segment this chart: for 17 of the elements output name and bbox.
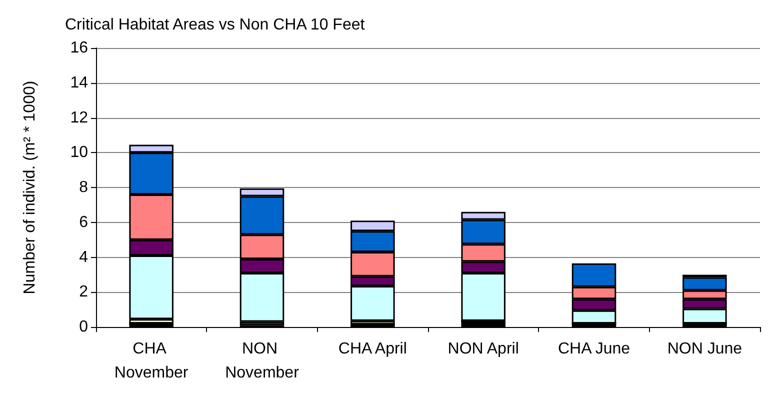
y-tick-label: 16: [70, 40, 88, 56]
x-tick-label: NON November: [225, 340, 300, 382]
x-tick-label: NON April: [448, 340, 519, 358]
x-tick-label: NON June: [667, 340, 742, 358]
y-tick-label: 12: [70, 109, 88, 126]
x-tick-label: CHA November: [114, 340, 189, 382]
y-axis-title: Number of individ. (m² * 1000): [22, 80, 38, 294]
x-tick-label: CHA April: [338, 340, 407, 358]
y-tick-label: 2: [79, 284, 88, 301]
y-tick-label: 14: [70, 74, 88, 92]
y-tick-label: 0: [79, 318, 88, 336]
y-tick-label: 8: [79, 179, 88, 196]
chart-title: Critical Habitat Areas vs Non CHA 10 Feet: [65, 16, 366, 34]
x-tick-label: CHA June: [558, 340, 630, 358]
y-tick-label: 4: [79, 248, 88, 266]
y-tick-label: 10: [70, 144, 88, 162]
y-tick-label: 6: [79, 214, 88, 231]
